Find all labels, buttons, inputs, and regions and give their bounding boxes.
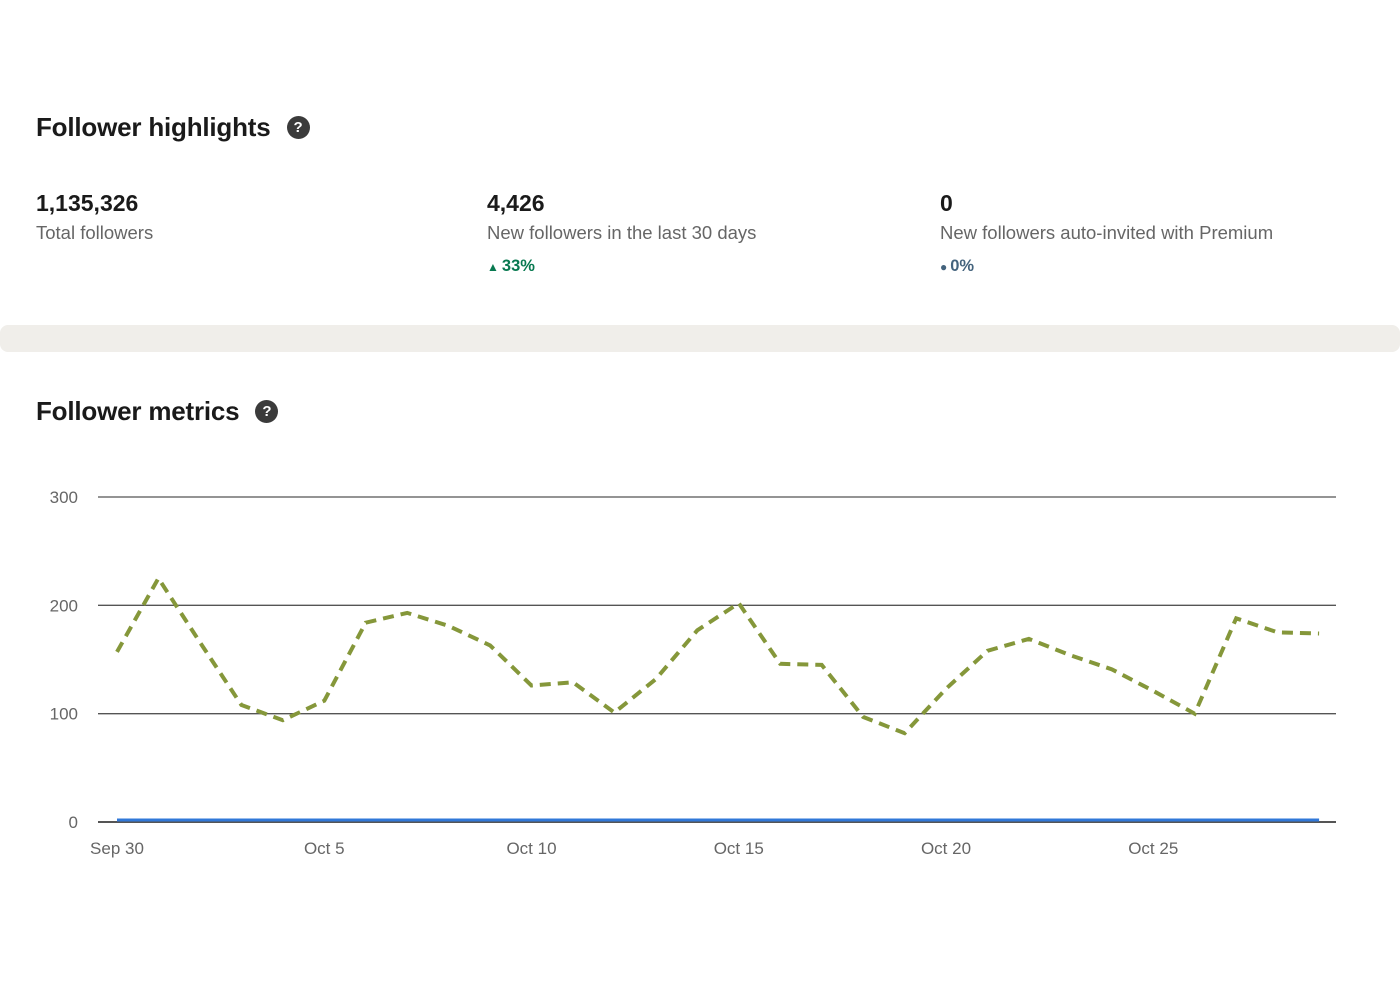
stat-value: 4,426 (487, 190, 545, 216)
metrics-title-row: Follower metrics ? (36, 396, 1364, 427)
x-tick-label: Oct 10 (506, 839, 556, 858)
x-tick-label: Oct 25 (1128, 839, 1178, 858)
y-tick-label: 0 (69, 813, 78, 832)
follower-metrics-card: Follower metrics ? 0 100 200 300 Sep 30 Oct 5… (0, 352, 1400, 1000)
stat-total-followers: 1,135,326 Total followers (36, 190, 487, 276)
series-line (115, 574, 1320, 736)
stats-row: 1,135,326 Total followers 4,426 New foll… (36, 190, 1364, 276)
highlights-title-row: Follower highlights ? (36, 112, 1364, 143)
change-value: 33% (501, 257, 535, 275)
stat-value: 1,135,326 (36, 190, 139, 216)
x-tick-label: Oct 20 (921, 839, 971, 858)
x-tick-label: Sep 30 (90, 839, 144, 858)
follower-highlights-card: Follower highlights ? 1,135,326 Total fo… (0, 0, 1400, 325)
x-tick-label: Oct 15 (714, 839, 764, 858)
neutral-dot-icon: ● (940, 259, 948, 274)
stat-value: 0 (940, 190, 953, 216)
section-divider (0, 325, 1400, 352)
increase-triangle-icon: ▲ (487, 259, 499, 274)
y-tick-label: 300 (50, 488, 78, 507)
stat-new-followers: 4,426 New followers in the last 30 days … (487, 190, 940, 276)
line-chart-canvas: 0 100 200 300 Sep 30 Oct 5 Oct 10 Oct 15 Oct 20 O… (50, 488, 1336, 858)
change-badge: ▲ 33% (487, 257, 940, 276)
y-tick-label: 100 (50, 705, 78, 724)
follower-metrics-chart: 0 100 200 300 Sep 30 Oct 5 Oct 10 Oct 15 Oct 20 O… (0, 470, 1400, 875)
change-value: 0% (950, 257, 975, 275)
change-badge: ● 0% (940, 257, 1364, 276)
y-tick-label: 200 (50, 596, 78, 615)
stat-label: Total followers (36, 222, 154, 243)
x-tick-label: Oct 5 (304, 839, 345, 858)
stat-label: New followers auto-invited with Premium (940, 222, 1274, 243)
help-icon[interactable]: ? (286, 116, 310, 139)
follower-highlights-title: Follower highlights (36, 112, 271, 142)
stat-auto-invited: 0 New followers auto-invited with Premiu… (940, 190, 1364, 276)
follower-metrics-title: Follower metrics (36, 396, 240, 426)
stat-label: New followers in the last 30 days (487, 222, 757, 243)
help-icon[interactable]: ? (255, 400, 279, 423)
